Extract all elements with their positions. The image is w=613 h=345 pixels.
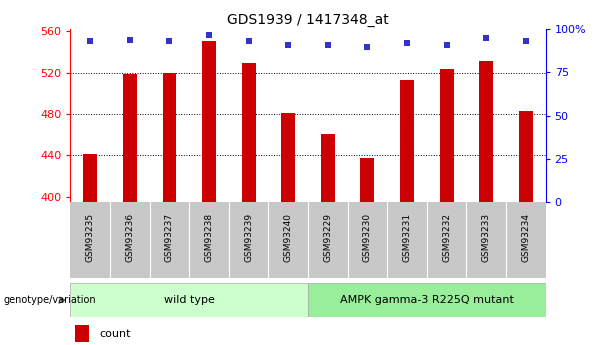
Text: GSM93238: GSM93238 xyxy=(205,213,213,262)
Bar xyxy=(360,158,375,202)
Bar xyxy=(242,63,256,202)
Bar xyxy=(70,283,308,317)
Text: count: count xyxy=(99,329,131,339)
Text: GSM93233: GSM93233 xyxy=(482,213,490,262)
Bar xyxy=(202,41,216,202)
Text: GSM93234: GSM93234 xyxy=(521,213,530,262)
Text: GSM93235: GSM93235 xyxy=(86,213,95,262)
Point xyxy=(521,39,531,44)
Bar xyxy=(479,61,493,202)
Text: wild type: wild type xyxy=(164,295,215,305)
Bar xyxy=(83,154,97,202)
Point xyxy=(362,44,372,49)
Bar xyxy=(519,111,533,202)
Point xyxy=(85,39,95,44)
Bar xyxy=(400,80,414,202)
Text: GSM93240: GSM93240 xyxy=(284,213,293,262)
Point xyxy=(402,40,412,46)
Bar xyxy=(162,73,177,202)
Bar xyxy=(123,74,137,202)
Text: GSM93231: GSM93231 xyxy=(403,213,411,262)
Bar xyxy=(281,113,295,202)
Text: GSM93239: GSM93239 xyxy=(244,213,253,262)
Point xyxy=(481,35,491,41)
Point xyxy=(164,39,174,44)
Point xyxy=(323,42,333,48)
Text: GSM93236: GSM93236 xyxy=(126,213,134,262)
Title: GDS1939 / 1417348_at: GDS1939 / 1417348_at xyxy=(227,13,389,27)
Text: GSM93229: GSM93229 xyxy=(323,213,332,262)
Point xyxy=(204,32,214,37)
Text: GSM93237: GSM93237 xyxy=(165,213,174,262)
Point xyxy=(244,39,254,44)
Text: GSM93232: GSM93232 xyxy=(442,213,451,262)
Point xyxy=(125,37,135,42)
Bar xyxy=(70,202,546,278)
Text: genotype/variation: genotype/variation xyxy=(3,295,96,305)
Point xyxy=(442,42,452,48)
Text: GSM93230: GSM93230 xyxy=(363,213,372,262)
Bar xyxy=(321,134,335,202)
Bar xyxy=(75,325,89,342)
Bar xyxy=(440,69,454,202)
Bar xyxy=(308,283,546,317)
Text: AMPK gamma-3 R225Q mutant: AMPK gamma-3 R225Q mutant xyxy=(340,295,514,305)
Point xyxy=(283,42,293,48)
